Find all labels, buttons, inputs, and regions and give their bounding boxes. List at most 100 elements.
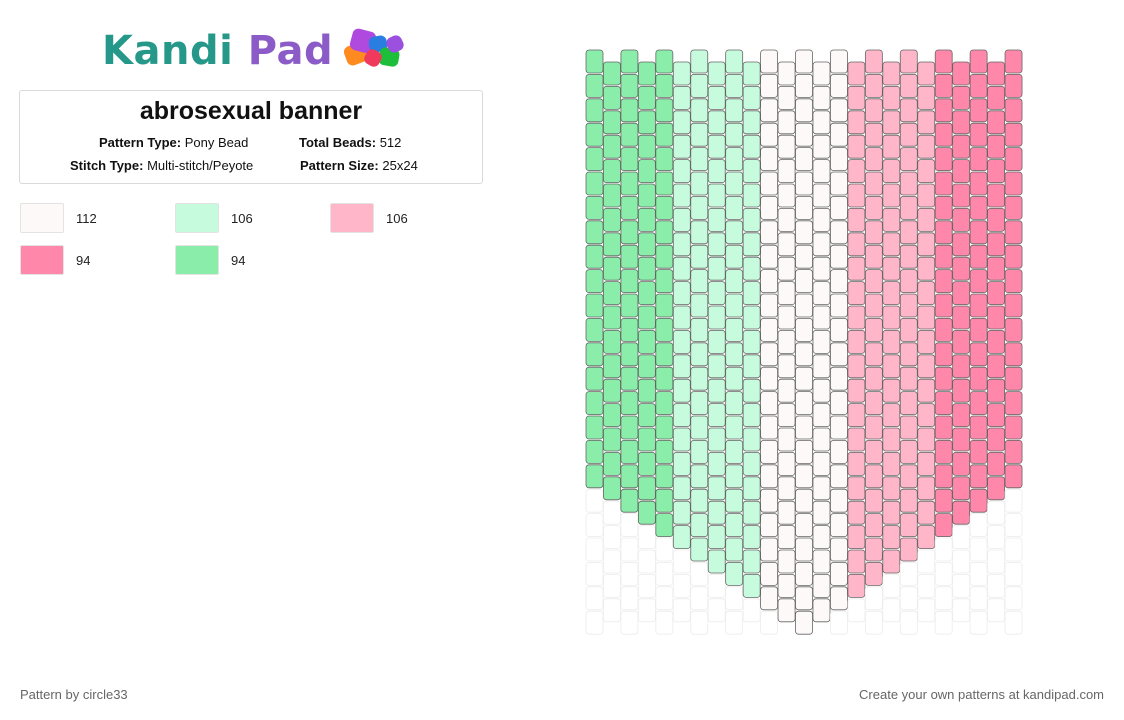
empty-bead-slot bbox=[987, 574, 1005, 598]
palette-item[interactable]: 106 bbox=[175, 203, 253, 233]
palette-item[interactable]: 106 bbox=[330, 203, 408, 233]
empty-bead-slot bbox=[637, 574, 656, 598]
bead bbox=[952, 427, 971, 452]
bead bbox=[620, 49, 639, 74]
bead bbox=[830, 439, 848, 464]
bead bbox=[987, 159, 1005, 184]
bead bbox=[987, 451, 1005, 476]
bead bbox=[1004, 220, 1023, 245]
bead bbox=[585, 293, 604, 318]
bead bbox=[934, 49, 953, 74]
kandipad-logo[interactable]: Kandi Pad bbox=[102, 27, 413, 74]
bead bbox=[882, 354, 901, 379]
bead bbox=[777, 86, 796, 110]
pattern-author: Pattern by circle33 bbox=[20, 687, 128, 702]
bead bbox=[777, 281, 796, 306]
bead bbox=[847, 281, 866, 306]
bead bbox=[934, 317, 953, 342]
bead bbox=[603, 305, 621, 330]
bead bbox=[725, 537, 744, 562]
bead bbox=[585, 366, 604, 391]
empty-bead-slot bbox=[882, 598, 901, 623]
bead bbox=[603, 427, 621, 452]
bead bbox=[690, 49, 709, 74]
bead bbox=[637, 183, 656, 208]
bead bbox=[742, 281, 761, 306]
empty-bead-slot bbox=[707, 574, 726, 598]
bead bbox=[620, 366, 639, 391]
bead bbox=[655, 488, 674, 513]
bead bbox=[987, 110, 1005, 135]
bead bbox=[795, 98, 813, 123]
kandipad-promo-link[interactable]: Create your own patterns at kandipad.com bbox=[859, 687, 1104, 702]
bead bbox=[1004, 293, 1023, 318]
bead bbox=[690, 171, 709, 196]
bead bbox=[777, 549, 796, 574]
swatch-count: 106 bbox=[231, 210, 253, 226]
bead bbox=[655, 366, 674, 391]
bead bbox=[969, 366, 988, 391]
bead bbox=[864, 513, 883, 537]
bead bbox=[934, 488, 953, 513]
bead bbox=[934, 513, 953, 537]
bead bbox=[655, 317, 674, 342]
bead bbox=[812, 305, 831, 330]
bead bbox=[812, 159, 831, 184]
bead bbox=[864, 171, 883, 196]
bead bbox=[620, 147, 639, 172]
empty-bead-slot bbox=[620, 586, 639, 611]
swatch-count: 94 bbox=[76, 252, 91, 268]
bead bbox=[917, 476, 936, 501]
bead bbox=[969, 415, 988, 440]
bead bbox=[917, 403, 936, 428]
bead bbox=[742, 207, 761, 232]
bead bbox=[655, 98, 674, 123]
bead bbox=[655, 244, 674, 269]
bead bbox=[637, 86, 656, 110]
bead bbox=[899, 171, 918, 196]
empty-bead-slot bbox=[655, 610, 674, 635]
bead bbox=[1004, 317, 1023, 342]
palette-item[interactable]: 94 bbox=[175, 245, 245, 275]
palette-item[interactable]: 112 bbox=[20, 203, 97, 233]
bead bbox=[899, 317, 918, 342]
bead bbox=[899, 49, 918, 74]
bead bbox=[707, 134, 726, 159]
empty-bead-slot bbox=[603, 549, 621, 574]
empty-bead-slot bbox=[934, 562, 953, 586]
empty-bead-slot bbox=[969, 610, 988, 635]
bead bbox=[795, 171, 813, 196]
bead bbox=[655, 49, 674, 74]
color-swatch bbox=[20, 245, 64, 275]
bead bbox=[882, 159, 901, 184]
bead bbox=[864, 391, 883, 416]
bead bbox=[777, 427, 796, 452]
palette-item[interactable]: 94 bbox=[20, 245, 90, 275]
bead bbox=[812, 134, 831, 159]
bead bbox=[585, 317, 604, 342]
bead bbox=[934, 366, 953, 391]
bead bbox=[707, 500, 726, 525]
bead bbox=[882, 86, 901, 110]
bead bbox=[637, 427, 656, 452]
bead bbox=[603, 134, 621, 159]
bead bbox=[725, 366, 744, 391]
bead bbox=[760, 342, 778, 367]
bead bbox=[690, 220, 709, 245]
bead bbox=[707, 61, 726, 86]
bead bbox=[725, 342, 744, 367]
empty-bead-slot bbox=[585, 537, 604, 562]
bead bbox=[777, 159, 796, 184]
bead bbox=[847, 305, 866, 330]
bead bbox=[812, 378, 831, 403]
bead bbox=[742, 61, 761, 86]
bead bbox=[760, 317, 778, 342]
bead bbox=[760, 171, 778, 196]
bead bbox=[864, 98, 883, 123]
empty-bead-slot bbox=[987, 549, 1005, 574]
bead bbox=[777, 305, 796, 330]
bead bbox=[742, 232, 761, 257]
pattern-type-value: Pony Bead bbox=[184, 135, 249, 150]
bead bbox=[795, 488, 813, 513]
bead bbox=[812, 110, 831, 135]
